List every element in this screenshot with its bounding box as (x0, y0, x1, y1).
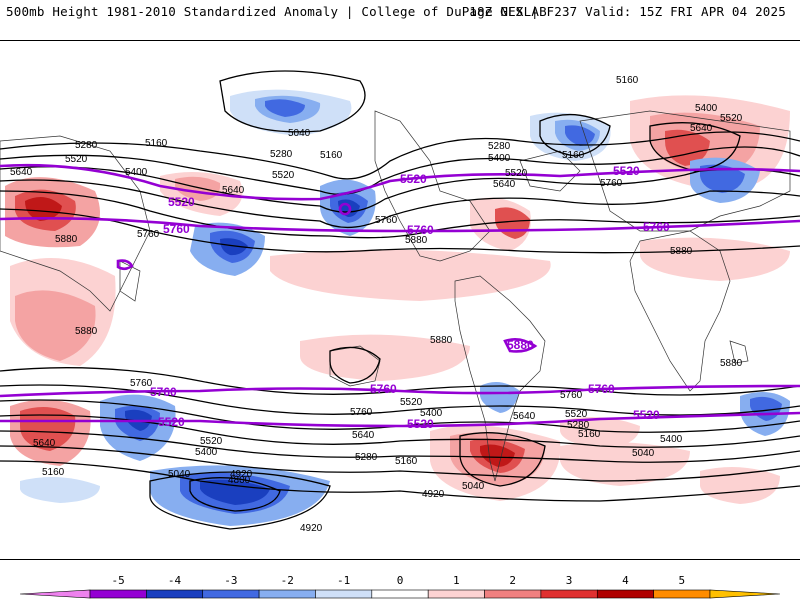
colorbar-swatch (427, 589, 485, 599)
label-5640-f: 5640 (352, 430, 375, 441)
label-5400-a: 5400 (695, 103, 718, 114)
hl-label-5760-c: 5760 (643, 220, 670, 234)
label-5400-b: 5400 (125, 167, 148, 178)
label-5880-d: 5880 (75, 326, 98, 337)
label-5520-b: 5520 (65, 154, 88, 165)
colorbar-swatch (596, 589, 654, 599)
label-5880-a: 5880 (55, 234, 78, 245)
label-5760-d: 5760 (130, 378, 153, 389)
label-5760-e: 5760 (350, 407, 373, 418)
hl-label-5520-a: 5520 (400, 172, 427, 186)
anomaly-map-svg: 5160 5400 5520 5640 5040 5160 5280 5520 … (0, 70, 800, 534)
colorbar-swatch (484, 589, 542, 599)
label-5040-a: 5040 (288, 128, 311, 139)
colorbar-tick-label: 3 (566, 574, 573, 587)
label-5640-e: 5640 (513, 411, 536, 422)
colorbar-extend-left (19, 589, 91, 599)
contour-labels: 5160 5400 5520 5640 5040 5160 5280 5520 … (10, 75, 743, 534)
colorbar-tick-label: 2 (509, 574, 516, 587)
colorbar-swatch (653, 589, 711, 599)
label-5520-g: 5520 (200, 436, 223, 447)
label-5640-b: 5640 (10, 167, 33, 178)
hl-label-5520-f: 5520 (633, 408, 660, 422)
label-5280-a: 5280 (75, 140, 98, 151)
label-5040-c: 5040 (168, 469, 191, 480)
label-5040-b: 5040 (632, 448, 655, 459)
label-5040-d: 5040 (462, 481, 485, 492)
label-5280-d: 5280 (567, 420, 590, 431)
hl-label-5520-c: 5520 (168, 195, 195, 209)
highlighted-labels: 5520 5520 5520 5760 5760 5760 5760 5760 … (150, 164, 670, 431)
label-5880-e: 5880 (430, 335, 453, 346)
label-4920-c: 4920 (300, 523, 323, 534)
label-5160-g: 5160 (42, 467, 65, 478)
anomaly-map: 5160 5400 5520 5640 5040 5160 5280 5520 … (0, 40, 800, 560)
label-5760-a: 5760 (137, 229, 160, 240)
colorbar-tick-label: -2 (281, 574, 294, 587)
model-run-info: 18Z GFS | F237 Valid: 15Z FRI APR 04 202… (469, 4, 786, 19)
label-5760-f: 5760 (560, 390, 583, 401)
colorbar-swatch (258, 589, 316, 599)
colorbar-tick-label: 4 (622, 574, 629, 587)
label-5400-d: 5400 (420, 408, 443, 419)
label-5640-g: 5640 (33, 438, 56, 449)
highlighted-contours (0, 163, 800, 428)
label-5520-a: 5520 (720, 113, 743, 124)
label-5760-c: 5760 (375, 215, 398, 226)
hl-label-5520-b: 5520 (613, 164, 640, 178)
label-5520-e: 5520 (400, 397, 423, 408)
colorbar-tick-label: -3 (224, 574, 237, 587)
colorbar-tick-label: -5 (112, 574, 125, 587)
label-5160-f: 5160 (395, 456, 418, 467)
map-title: 500mb Height 1981-2010 Standardized Anom… (6, 4, 547, 19)
hl-label-5520-d: 5520 (158, 415, 185, 429)
colorbar-swatch (540, 589, 598, 599)
hl-label-5760-b: 5760 (407, 223, 434, 237)
label-5520-f: 5520 (565, 409, 588, 420)
label-5400-e: 5400 (660, 434, 683, 445)
colorbar-swatch (202, 589, 260, 599)
label-5760-b: 5760 (600, 178, 623, 189)
hl-label-5760-f: 5760 (588, 382, 615, 396)
continent-outlines (0, 110, 791, 482)
label-5160-c: 5160 (320, 150, 343, 161)
label-5640-a: 5640 (690, 123, 713, 134)
colorbar-tick-label: 1 (453, 574, 460, 587)
colorbar-swatch (146, 589, 204, 599)
label-5400-c: 5400 (488, 153, 511, 164)
label-4920-a: 4920 (230, 469, 253, 480)
label-5640-c: 5640 (222, 185, 245, 196)
hl-label-5760-d: 5760 (370, 382, 397, 396)
label-5160-d: 5160 (562, 150, 585, 161)
hl-label-5880: 5880 (507, 338, 534, 352)
label-4800: 4800 (228, 475, 251, 486)
anomaly-colorbar: -5 -4 -3 -2 -1 0 1 2 3 4 5 (19, 574, 781, 599)
colorbar-swatch (371, 589, 429, 599)
hl-label-5760-a: 5760 (163, 222, 190, 236)
label-5520-c: 5520 (272, 170, 295, 181)
label-5280-c: 5280 (488, 141, 511, 152)
hl-label-5760-e: 5760 (150, 385, 177, 399)
colorbar-swatch (315, 589, 373, 599)
colorbar-extend-right (709, 589, 781, 599)
colorbar-swatch (89, 589, 147, 599)
label-5160-e: 5160 (578, 429, 601, 440)
anomaly-fills (5, 89, 790, 526)
label-5880-f: 5880 (720, 358, 743, 369)
label-5160-a: 5160 (616, 75, 639, 86)
label-5400-f: 5400 (195, 447, 218, 458)
label-5640-d: 5640 (493, 179, 516, 190)
label-5880-b: 5880 (405, 235, 428, 246)
label-5160-b: 5160 (145, 138, 168, 149)
label-5880-c: 5880 (670, 246, 693, 257)
hl-label-5520-e: 5520 (407, 417, 434, 431)
colorbar-tick-label: 5 (679, 574, 686, 587)
colorbar-tick-label: -4 (168, 574, 182, 587)
label-5280-e: 5280 (355, 452, 378, 463)
colorbar-tick-label: 0 (397, 574, 404, 587)
label-4920-b: 4920 (422, 489, 445, 500)
colorbar-tick-label: -1 (337, 574, 350, 587)
label-5520-d: 5520 (505, 168, 528, 179)
label-5280-b: 5280 (270, 149, 293, 160)
